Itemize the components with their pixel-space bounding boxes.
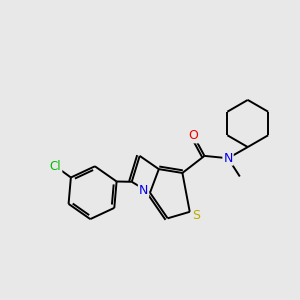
Text: S: S [192, 209, 200, 222]
Text: N: N [139, 184, 148, 197]
Text: N: N [223, 152, 233, 165]
Text: O: O [189, 129, 199, 142]
Text: Cl: Cl [50, 160, 62, 173]
